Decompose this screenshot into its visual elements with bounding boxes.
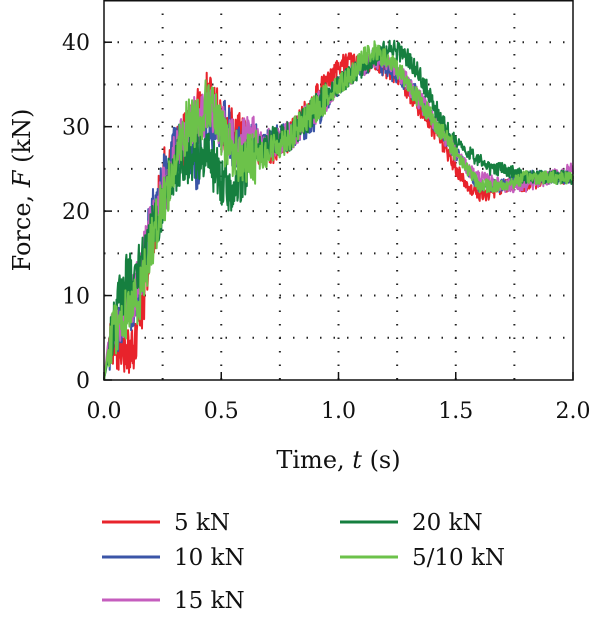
y-tick-label: 0 <box>76 369 90 394</box>
legend-label: 5 kN <box>174 510 230 536</box>
legend-label: 10 kN <box>174 545 245 571</box>
y-tick-label: 20 <box>62 200 90 225</box>
series-line <box>103 49 574 381</box>
y-tick-label: 40 <box>62 31 90 56</box>
legend-label: 20 kN <box>412 510 483 536</box>
y-tick-label: 10 <box>62 285 90 310</box>
series-line <box>103 49 574 381</box>
axis-ticks: 0.0 0.5 1.0 1.5 2.0 0 10 20 30 40 <box>62 31 591 424</box>
series-line <box>103 40 574 381</box>
y-tick-label: 30 <box>62 116 90 141</box>
legend: 5 kN 10 kN 15 kN 20 kN 5/10 kN <box>102 510 505 614</box>
x-tick-label: 2.0 <box>556 399 591 424</box>
x-tick-label: 1.0 <box>321 399 356 424</box>
y-axis-title: Force, F (kN) <box>8 109 36 272</box>
legend-label: 15 kN <box>174 588 245 614</box>
series-lines <box>103 39 574 381</box>
x-axis-title: Time, t (s) <box>276 446 400 474</box>
legend-label: 5/10 kN <box>412 545 505 571</box>
x-tick-label: 1.5 <box>438 399 473 424</box>
x-tick-label: 0.0 <box>87 399 122 424</box>
x-tick-label: 0.5 <box>204 399 239 424</box>
